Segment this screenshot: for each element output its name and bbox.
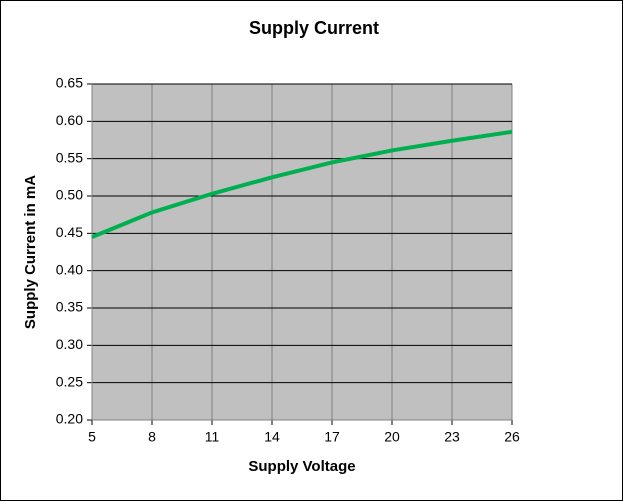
- y-tick-label: 0.30: [56, 336, 83, 352]
- data-line: [91, 129, 513, 239]
- y-tick-label: 0.65: [56, 75, 83, 91]
- x-tick-label: 26: [504, 429, 520, 445]
- y-tick-label: 0.45: [56, 224, 83, 240]
- y-tick-label: 0.55: [56, 149, 83, 165]
- x-tick-label: 20: [384, 429, 400, 445]
- y-tick-label: 0.50: [56, 187, 83, 203]
- x-tick-label: 23: [444, 429, 460, 445]
- y-axis-label: Supply Current in mA: [22, 175, 39, 329]
- x-tick-label: 5: [88, 429, 96, 445]
- chart-title: Supply Current: [249, 18, 379, 38]
- x-tick-label: 11: [205, 429, 220, 445]
- plot-area: [92, 84, 512, 420]
- y-tick-label: 0.25: [56, 373, 83, 389]
- y-tick-label: 0.35: [56, 299, 83, 315]
- y-tick-label: 0.60: [56, 112, 83, 128]
- x-tick-label: 17: [324, 429, 340, 445]
- x-tick-label: 8: [148, 429, 156, 445]
- y-tick-label: 0.20: [56, 411, 83, 427]
- x-axis-label: Supply Voltage: [248, 458, 355, 475]
- y-tick-label: 0.40: [56, 261, 83, 277]
- x-tick-label: 14: [264, 429, 280, 445]
